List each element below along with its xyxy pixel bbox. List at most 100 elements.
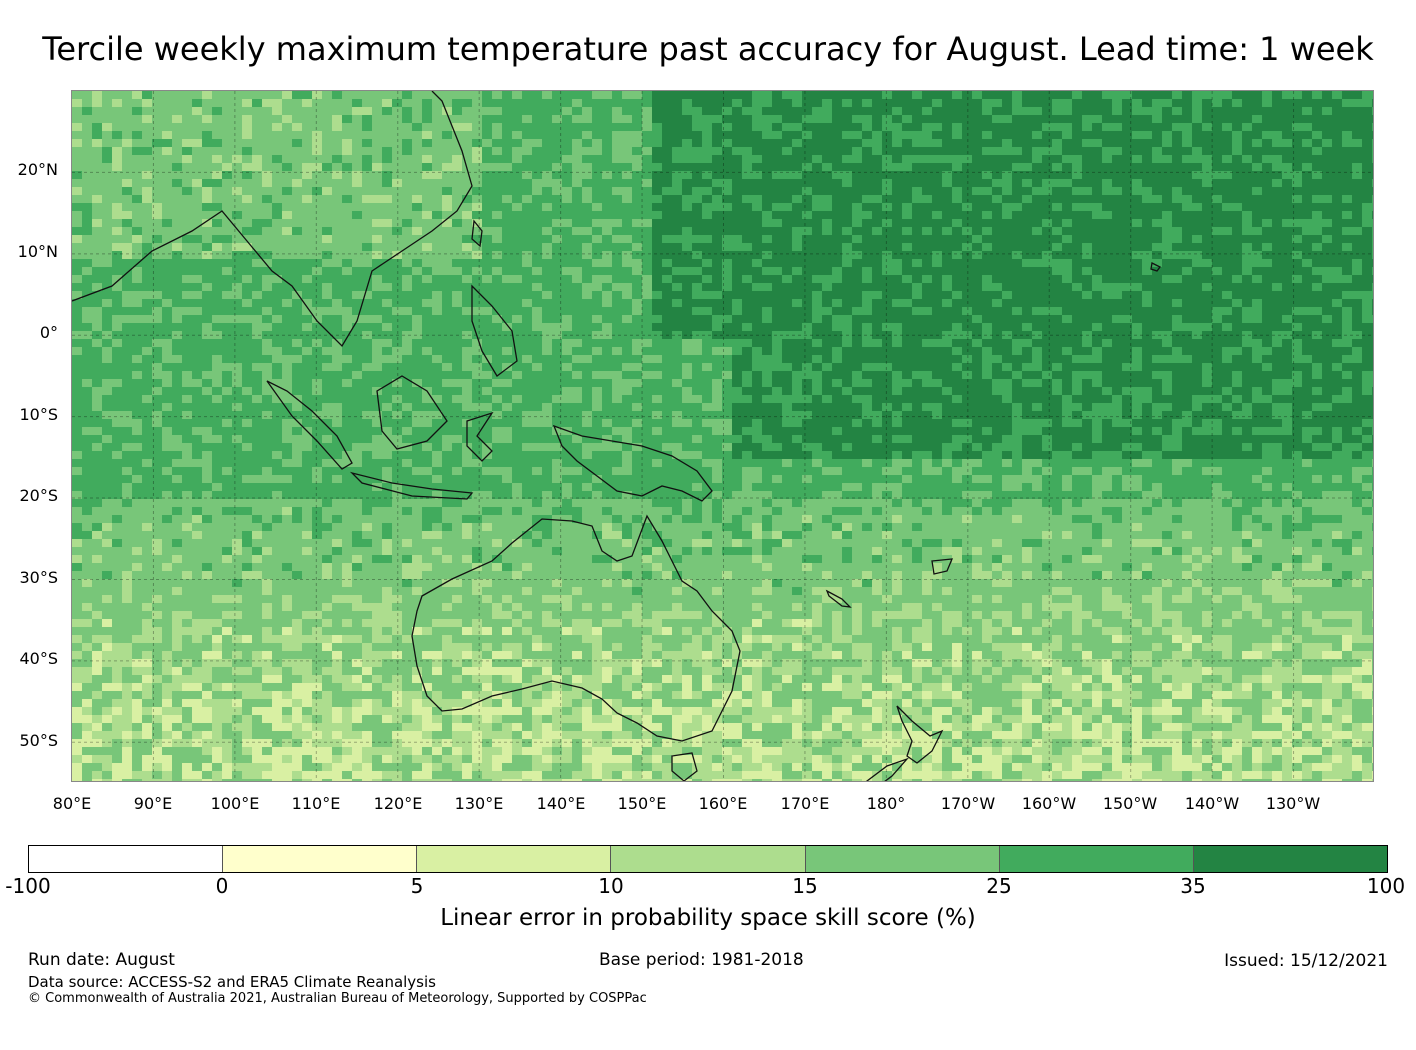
grid-cell <box>942 275 952 283</box>
grid-cell <box>922 91 932 99</box>
grid-cell <box>632 91 642 99</box>
grid-cell <box>1052 155 1062 163</box>
grid-cell <box>252 267 262 275</box>
grid-cell <box>912 139 922 147</box>
grid-cell <box>812 267 822 275</box>
grid-cell <box>972 283 982 291</box>
grid-cell <box>692 179 702 187</box>
grid-cell <box>522 299 532 307</box>
grid-cell <box>1072 315 1082 323</box>
grid-cell <box>132 171 142 179</box>
grid-cell <box>1062 363 1072 371</box>
grid-cell <box>1002 371 1012 379</box>
grid-cell <box>652 315 662 323</box>
grid-cell <box>472 211 482 219</box>
grid-cell <box>182 347 192 355</box>
grid-cell <box>182 219 192 227</box>
grid-cell <box>582 243 592 251</box>
grid-cell <box>752 323 762 331</box>
grid-cell <box>892 347 902 355</box>
grid-cell <box>1312 323 1322 331</box>
grid-cell <box>1242 99 1252 107</box>
grid-cell <box>1052 187 1062 195</box>
grid-cell <box>1092 347 1102 355</box>
grid-cell <box>902 347 912 355</box>
grid-cell <box>642 243 652 251</box>
grid-cell <box>1122 227 1132 235</box>
grid-cell <box>822 179 832 187</box>
grid-cell <box>992 139 1002 147</box>
grid-cell <box>502 387 512 395</box>
grid-cell <box>1102 307 1112 315</box>
grid-cell <box>612 299 622 307</box>
grid-cell <box>332 347 342 355</box>
grid-cell <box>1302 123 1312 131</box>
grid-cell <box>962 187 972 195</box>
grid-cell <box>692 379 702 387</box>
grid-cell <box>302 275 312 283</box>
grid-cell <box>302 267 312 275</box>
grid-cell <box>272 243 282 251</box>
grid-cell <box>1312 387 1322 395</box>
grid-cell <box>192 219 202 227</box>
skill-score-map <box>71 90 1374 782</box>
grid-cell <box>82 355 92 363</box>
grid-cell <box>862 179 872 187</box>
grid-cell <box>542 195 552 203</box>
grid-cell <box>712 179 722 187</box>
grid-cell <box>702 267 712 275</box>
grid-cell <box>762 235 772 243</box>
grid-cell <box>772 251 782 259</box>
grid-cell <box>162 187 172 195</box>
grid-cell <box>1242 259 1252 267</box>
grid-cell <box>752 91 762 99</box>
grid-cell <box>992 131 1002 139</box>
grid-cell <box>1042 243 1052 251</box>
grid-cell <box>1032 259 1042 267</box>
grid-cell <box>1112 251 1122 259</box>
grid-cell <box>1092 179 1102 187</box>
grid-cell <box>162 123 172 131</box>
grid-cell <box>1222 219 1232 227</box>
grid-cell <box>1062 339 1072 347</box>
grid-cell <box>302 347 312 355</box>
grid-cell <box>932 331 942 339</box>
grid-cell <box>722 251 732 259</box>
grid-cell <box>1112 363 1122 371</box>
grid-cell <box>1162 99 1172 107</box>
grid-cell <box>702 91 712 99</box>
grid-cell <box>112 179 122 187</box>
grid-cell <box>1182 131 1192 139</box>
grid-cell <box>582 187 592 195</box>
grid-cell <box>1312 195 1322 203</box>
grid-cell <box>902 171 912 179</box>
grid-cell <box>882 347 892 355</box>
grid-cell <box>222 395 232 403</box>
grid-cell <box>822 267 832 275</box>
grid-cell <box>632 227 642 235</box>
grid-cell <box>1022 283 1032 291</box>
grid-cell <box>952 267 962 275</box>
grid-cell <box>72 219 82 227</box>
grid-cell <box>1182 339 1192 347</box>
grid-cell <box>92 395 102 403</box>
grid-cell <box>942 315 952 323</box>
grid-cell <box>122 315 132 323</box>
grid-cell <box>472 363 482 371</box>
grid-cell <box>1312 131 1322 139</box>
grid-cell <box>542 371 552 379</box>
grid-cell <box>1352 387 1362 395</box>
grid-cell <box>1072 203 1082 211</box>
grid-cell <box>1122 123 1132 131</box>
grid-cell <box>392 283 402 291</box>
grid-cell <box>672 307 682 315</box>
grid-cell <box>1162 203 1172 211</box>
grid-cell <box>752 291 762 299</box>
grid-cell <box>1252 195 1262 203</box>
grid-cell <box>462 243 472 251</box>
grid-cell <box>222 243 232 251</box>
grid-cell <box>1132 339 1142 347</box>
grid-cell <box>462 187 472 195</box>
grid-cell <box>1282 243 1292 251</box>
grid-cell <box>672 291 682 299</box>
